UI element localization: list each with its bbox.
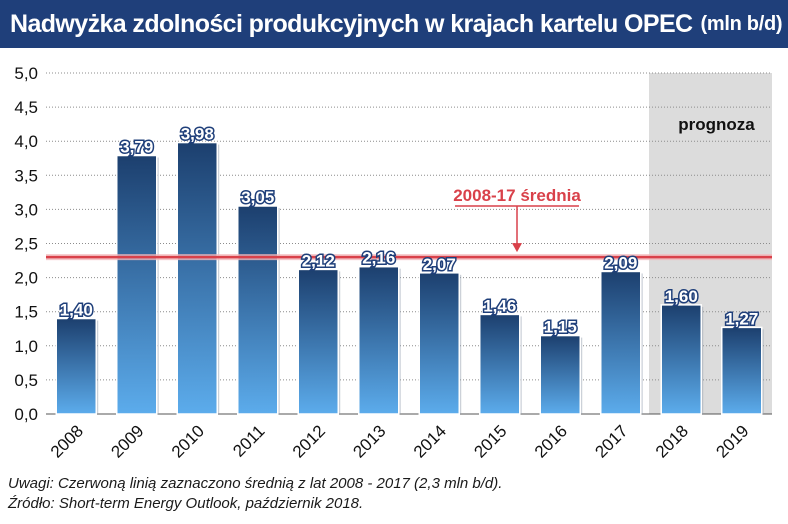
- x-tick-label: 2016: [531, 421, 571, 461]
- bar: [237, 205, 279, 415]
- x-tick-label: 2008: [47, 421, 87, 461]
- y-tick-label: 4,0: [14, 132, 38, 151]
- y-tick-label: 0,5: [14, 371, 38, 390]
- bar: [539, 334, 581, 415]
- bar-chart: 2008-17 średnia prognoza 0,0 0,5 1,0 1,5 2,0 2…: [14, 64, 772, 462]
- bar-value-label: 1,60: [665, 287, 698, 306]
- y-tick-label: 4,5: [14, 98, 38, 117]
- bar-value-label: 3,05: [241, 188, 274, 207]
- x-tick-label: 2011: [229, 421, 268, 460]
- bar-value-label: 3,79: [120, 138, 153, 157]
- bar: [297, 268, 339, 415]
- chart-title: Nadwyżka zdolności produkcyjnych w kraja…: [10, 9, 693, 38]
- y-tick-label: 1,5: [14, 303, 38, 322]
- bar: [358, 265, 400, 415]
- bar: [176, 141, 218, 415]
- bar-value-label: 2,16: [362, 249, 395, 268]
- x-tick-label: 2009: [107, 421, 147, 461]
- source-note: Źródło: Short-term Energy Outlook, paźdz…: [8, 495, 364, 512]
- x-tick-label: 2012: [289, 421, 329, 461]
- y-tick-label: 5,0: [14, 64, 38, 83]
- bar: [721, 326, 763, 415]
- chart-footer: Uwagi: Czerwoną linią zaznaczono średnią…: [8, 474, 502, 514]
- y-tick-label: 2,0: [14, 269, 38, 288]
- footnote: Uwagi: Czerwoną linią zaznaczono średnią…: [8, 475, 503, 492]
- x-tick-label: 2015: [470, 421, 510, 461]
- bar: [116, 154, 158, 415]
- bar-value-label: 2,09: [604, 253, 637, 272]
- x-tick-label: 2018: [652, 421, 692, 461]
- bar-value-label: 1,40: [60, 301, 93, 320]
- y-tick-label: 0,0: [14, 405, 38, 424]
- bar-value-label: 1,15: [544, 318, 577, 337]
- chart-unit: (mln b/d): [700, 12, 783, 35]
- bar: [600, 270, 642, 415]
- bar: [55, 317, 97, 415]
- average-label: 2008-17 średnia: [453, 186, 581, 205]
- bar: [660, 304, 702, 415]
- average-arrow-head: [512, 243, 522, 253]
- x-tick-label: 2014: [410, 421, 450, 461]
- x-tick-label: 2013: [349, 421, 389, 461]
- bar-value-label: 2,12: [302, 251, 335, 270]
- bar-value-label: 2,07: [423, 255, 456, 274]
- bar-value-label: 3,98: [181, 125, 214, 144]
- bar: [418, 272, 460, 415]
- y-tick-label: 2,5: [14, 235, 38, 254]
- y-tick-label: 3,5: [14, 166, 38, 185]
- x-tick-label: 2019: [712, 421, 752, 461]
- x-tick-label: 2010: [168, 421, 208, 461]
- bar-value-label: 1,46: [483, 296, 516, 315]
- y-tick-label: 3,0: [14, 200, 38, 219]
- chart-header: Nadwyżka zdolności produkcyjnych w kraja…: [0, 0, 788, 48]
- bar-value-label: 1,27: [725, 309, 758, 328]
- x-tick-label: 2017: [591, 421, 631, 461]
- bar: [479, 313, 521, 415]
- forecast-label: prognoza: [678, 115, 755, 134]
- y-tick-label: 1,0: [14, 337, 38, 356]
